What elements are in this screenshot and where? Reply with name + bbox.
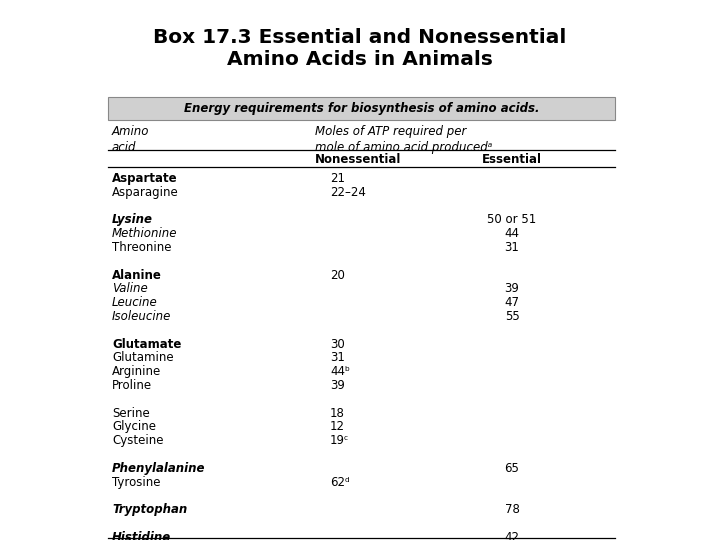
- Text: 21: 21: [330, 172, 345, 185]
- Text: Tyrosine: Tyrosine: [112, 476, 161, 489]
- Text: Methionine: Methionine: [112, 227, 178, 240]
- Text: 44: 44: [505, 227, 520, 240]
- Text: Tryptophan: Tryptophan: [112, 503, 187, 516]
- Text: Arginine: Arginine: [112, 365, 161, 378]
- Text: Asparagine: Asparagine: [112, 186, 179, 199]
- Text: Amino
acid: Amino acid: [112, 125, 150, 154]
- Text: 39: 39: [330, 379, 345, 392]
- Text: 31: 31: [505, 241, 519, 254]
- Text: Glutamate: Glutamate: [112, 338, 181, 350]
- Text: Isoleucine: Isoleucine: [112, 310, 171, 323]
- Text: 78: 78: [505, 503, 519, 516]
- Text: Moles of ATP required per
mole of amino acid producedᵃ: Moles of ATP required per mole of amino …: [315, 125, 492, 154]
- Text: 47: 47: [505, 296, 520, 309]
- Text: Histidine: Histidine: [112, 531, 171, 540]
- Text: 30: 30: [330, 338, 345, 350]
- Text: 62ᵈ: 62ᵈ: [330, 476, 350, 489]
- Text: Leucine: Leucine: [112, 296, 158, 309]
- Text: Alanine: Alanine: [112, 268, 162, 281]
- Text: 20: 20: [330, 268, 345, 281]
- Text: Proline: Proline: [112, 379, 152, 392]
- Text: 44ᵇ: 44ᵇ: [330, 365, 350, 378]
- Text: 22–24: 22–24: [330, 186, 366, 199]
- Text: Amino Acids in Animals: Amino Acids in Animals: [227, 50, 493, 69]
- Text: 12: 12: [330, 421, 345, 434]
- Text: 55: 55: [505, 310, 519, 323]
- Text: 39: 39: [505, 282, 519, 295]
- Text: 19ᶜ: 19ᶜ: [330, 434, 349, 447]
- Text: Threonine: Threonine: [112, 241, 171, 254]
- Text: Serine: Serine: [112, 407, 150, 420]
- Text: Phenylalanine: Phenylalanine: [112, 462, 205, 475]
- Text: 31: 31: [330, 352, 345, 365]
- Text: 50 or 51: 50 or 51: [487, 213, 536, 226]
- Text: 42: 42: [505, 531, 520, 540]
- Text: Nonessential: Nonessential: [315, 153, 401, 166]
- Text: Energy requirements for biosynthesis of amino acids.: Energy requirements for biosynthesis of …: [184, 102, 539, 115]
- Bar: [108, 97, 615, 120]
- Text: 65: 65: [505, 462, 519, 475]
- Text: Essential: Essential: [482, 153, 542, 166]
- Text: Glutamine: Glutamine: [112, 352, 174, 365]
- Text: 18: 18: [330, 407, 345, 420]
- Text: Cysteine: Cysteine: [112, 434, 163, 447]
- Text: Lysine: Lysine: [112, 213, 153, 226]
- Text: Valine: Valine: [112, 282, 148, 295]
- Text: Glycine: Glycine: [112, 421, 156, 434]
- Text: Aspartate: Aspartate: [112, 172, 178, 185]
- Text: Box 17.3 Essential and Nonessential: Box 17.3 Essential and Nonessential: [153, 28, 567, 47]
